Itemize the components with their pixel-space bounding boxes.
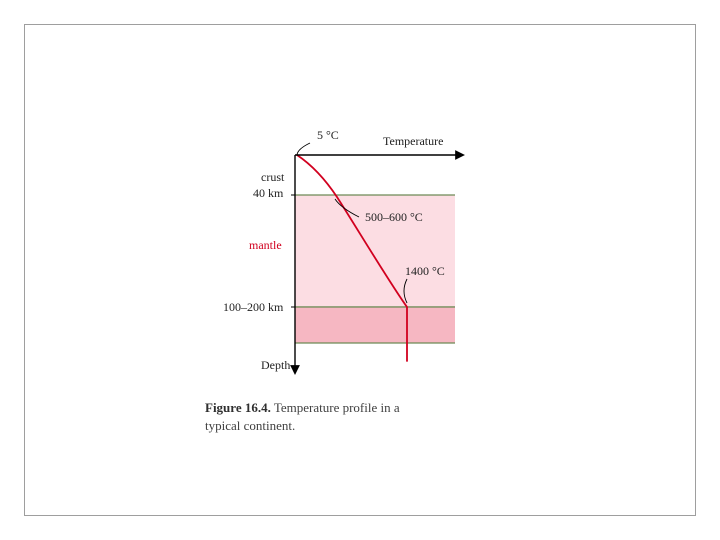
- label-mantle_temp: 500–600 °C: [365, 210, 423, 224]
- temperature-depth-diagram: Temperature Depth 5 °C crust 40 km mantle 500–…: [205, 125, 505, 385]
- figure-16-4: Temperature Depth 5 °C crust 40 km mantle 500–…: [205, 125, 535, 434]
- leader-line: [297, 143, 310, 155]
- label-deep_temp: 1400 °C: [405, 264, 445, 278]
- figure-caption: Figure 16.4. Temperature profile in a ty…: [205, 399, 425, 434]
- layer-deep: [295, 307, 455, 343]
- label-surface_temp: 5 °C: [317, 128, 339, 142]
- label-crust_depth: 40 km: [253, 186, 284, 200]
- label-mantle: mantle: [249, 238, 282, 252]
- y-axis-title: Depth: [261, 358, 290, 372]
- x-axis-title: Temperature: [383, 134, 443, 148]
- page-frame: Temperature Depth 5 °C crust 40 km mantle 500–…: [24, 24, 696, 516]
- caption-label: Figure 16.4.: [205, 400, 271, 415]
- label-deep_depth: 100–200 km: [223, 300, 284, 314]
- label-crust: crust: [261, 170, 285, 184]
